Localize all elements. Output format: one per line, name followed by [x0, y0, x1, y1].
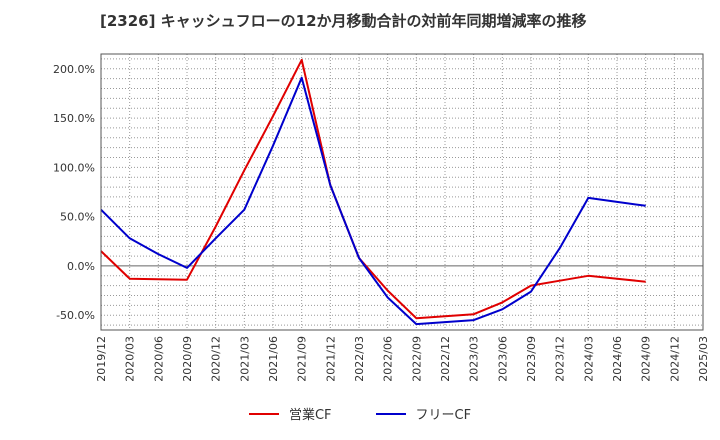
x-tick-label: 2020/06 [152, 336, 165, 382]
x-tick-label: 2020/12 [210, 336, 223, 382]
x-tick-label: 2024/03 [582, 336, 595, 382]
x-tick-label: 2024/09 [640, 336, 653, 382]
x-tick-label: 2021/12 [324, 336, 337, 382]
y-tick-label: 150.0% [53, 112, 95, 125]
legend-swatch [248, 412, 279, 415]
legend-label: 営業CF [288, 408, 332, 423]
x-tick-label: 2020/03 [124, 336, 137, 382]
grid [101, 54, 703, 330]
y-tick-label: 0.0% [67, 260, 95, 273]
x-ticks: 2019/12 2020/03 2020/06 2020/09 2020/12 2021/… [95, 336, 710, 382]
x-tick-label: 2021/09 [296, 336, 309, 382]
legend-swatch [375, 412, 406, 415]
x-tick-label: 2025/03 [697, 336, 710, 382]
legend: 営業CF フリーCF [0, 404, 720, 423]
x-tick-label: 2023/06 [496, 336, 509, 382]
x-tick-label: 2021/03 [238, 336, 251, 382]
x-tick-label: 2022/09 [410, 336, 423, 382]
y-tick-label: -50.0% [56, 309, 95, 322]
y-ticks: 200.0% 150.0% 100.0% 50.0% 0.0% -50.0% [53, 63, 95, 322]
y-tick-label: 100.0% [53, 161, 95, 174]
legend-label: フリーCF [415, 408, 472, 423]
y-tick-label: 50.0% [60, 211, 95, 224]
plot-background [101, 54, 703, 330]
x-tick-label: 2022/12 [439, 336, 452, 382]
x-tick-label: 2023/03 [468, 336, 481, 382]
series-lines [100, 58, 646, 326]
legend-item-1: 営業CF [248, 404, 332, 423]
x-tick-label: 2024/12 [668, 336, 681, 382]
x-tick-label: 2020/09 [181, 336, 194, 382]
x-tick-label: 2019/12 [95, 336, 108, 382]
x-tick-label: 2022/06 [382, 336, 395, 382]
x-tick-label: 2023/12 [554, 336, 567, 382]
x-tick-label: 2024/06 [611, 336, 624, 382]
plot-frame [100, 53, 704, 331]
series-line-1 [100, 58, 646, 320]
series-line-2 [100, 76, 646, 326]
y-tick-label: 200.0% [53, 63, 95, 76]
legend-item-2: フリーCF [375, 404, 472, 423]
chart-title: [2326] キャッシュフローの12か月移動合計の対前年同期増減率の推移 [100, 12, 587, 30]
x-tick-label: 2023/09 [525, 336, 538, 382]
x-tick-label: 2021/06 [267, 336, 280, 382]
x-tick-label: 2022/03 [353, 336, 366, 382]
